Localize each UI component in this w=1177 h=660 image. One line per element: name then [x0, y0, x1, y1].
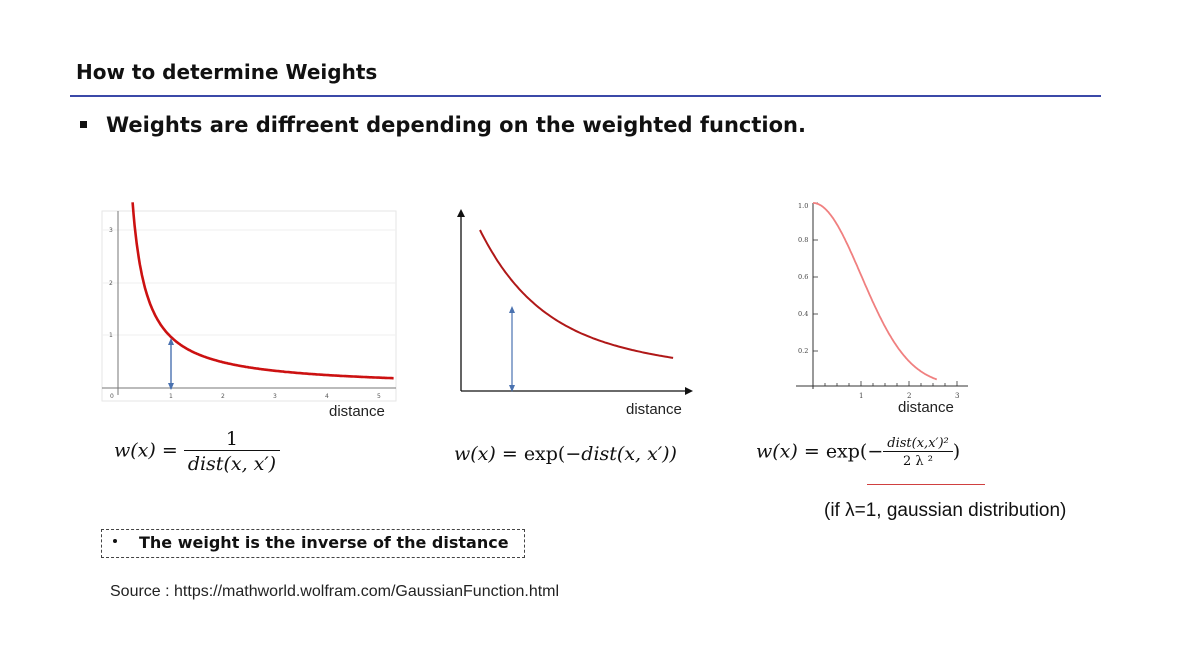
graph2-x-axis-label: distance [626, 401, 682, 418]
formula3-denominator: 2 λ ² [883, 451, 953, 469]
main-bullet-text: Weights are diffreent depending on the w… [106, 113, 806, 137]
graph3-x-axis-label: distance [898, 399, 954, 416]
graph3-x-tick-1: 1 [859, 392, 863, 400]
graph1-x-tick-4: 4 [325, 393, 329, 400]
graph3-y-minor-ticks [813, 202, 818, 352]
graph3-y-ticks: 0.2 0.4 0.6 0.8 1.0 [798, 202, 808, 355]
graph3-y-tick-1.0: 1.0 [798, 202, 808, 210]
graph1-arrow-head-up [168, 338, 174, 345]
graph2-arrow-head-up [509, 306, 515, 313]
formula1-denominator: dist(x, x′) [183, 450, 281, 475]
graph2-x-axis-arrow [685, 387, 693, 395]
formula3-underline [867, 484, 985, 485]
graph3-x-tick-3: 3 [955, 392, 959, 400]
formula1-numerator: 1 [225, 428, 238, 450]
formula3-lhs: w(x) = [756, 440, 820, 463]
graph1-y-tick-1: 1 [109, 332, 113, 339]
inverse-distance-formula: w(x) = 1 dist(x, x′) [114, 428, 281, 475]
exponential-formula: w(x) = exp(−dist(x, x′)) [454, 443, 677, 465]
formula2-exp: exp( [523, 443, 566, 465]
note-text: The weight is the inverse of the distanc… [139, 533, 509, 552]
graph1-inverse-curve [131, 202, 394, 380]
graph3-y-tick-0.6: 0.6 [798, 273, 808, 281]
graph3-x-minor-ticks [824, 381, 958, 386]
formula1-fraction: 1 dist(x, x′) [183, 428, 281, 475]
graph2-exp-curve [479, 229, 674, 359]
graph1-x-tick-1: 1 [169, 393, 173, 400]
formula2-lhs: w(x) = [454, 443, 518, 465]
graph1-frame [101, 210, 397, 402]
graph1-x-axis-label: distance [329, 403, 385, 420]
exponential-graph: distance [457, 209, 693, 418]
formula3-exp: exp(− [825, 440, 884, 463]
graph1-y-ticks: 1 2 3 [109, 227, 113, 339]
graph1-x-tick-0: 0 [110, 393, 114, 400]
inverse-distance-graph: 0 1 2 3 4 5 1 2 3 distance [101, 202, 397, 420]
formula1-lhs: w(x) = [114, 439, 178, 462]
formula3-close: ) [952, 440, 961, 463]
graph1-arrow-head-down [168, 383, 174, 390]
graph3-x-ticks: 1 2 3 [859, 392, 959, 400]
graph1-x-tick-2: 2 [221, 393, 225, 400]
title-divider [70, 95, 1101, 97]
graph1-x-tick-5: 5 [377, 393, 381, 400]
slide-title: How to determine Weights [76, 60, 378, 84]
graph1-x-ticks: 0 1 2 3 4 5 [110, 393, 381, 400]
source-citation: Source : https://mathworld.wolfram.com/G… [110, 583, 560, 600]
formula3-fraction: dist(x,x′)² 2 λ ² [883, 436, 953, 469]
gaussian-formula: w(x) = exp(− dist(x,x′)² 2 λ ² ) [756, 436, 960, 469]
lambda-note: (if λ=1, gaussian distribution) [824, 500, 1067, 521]
note-box [101, 529, 525, 558]
graph1-grid [102, 229, 396, 336]
graph1-y-tick-2: 2 [109, 280, 113, 287]
graph3-y-tick-0.8: 0.8 [798, 236, 808, 244]
gaussian-graph: 1 2 3 0.2 0.4 0.6 0.8 1.0 distance [796, 202, 968, 416]
graph3-gaussian-curve [813, 202, 938, 381]
graph1-y-tick-3: 3 [109, 227, 113, 234]
graph3-y-tick-0.2: 0.2 [798, 347, 808, 355]
note-bullet-icon [113, 539, 117, 543]
formula3-numerator: dist(x,x′)² [887, 436, 949, 451]
bullet-square-icon [80, 121, 87, 128]
graph3-x-tick-2: 2 [907, 392, 911, 400]
graph2-arrow-head-down [509, 385, 515, 392]
graph2-y-axis-arrow [457, 209, 465, 217]
graph3-y-tick-0.4: 0.4 [798, 310, 808, 318]
graph1-x-tick-3: 3 [273, 393, 277, 400]
formula2-body: −dist(x, x′)) [565, 443, 677, 465]
